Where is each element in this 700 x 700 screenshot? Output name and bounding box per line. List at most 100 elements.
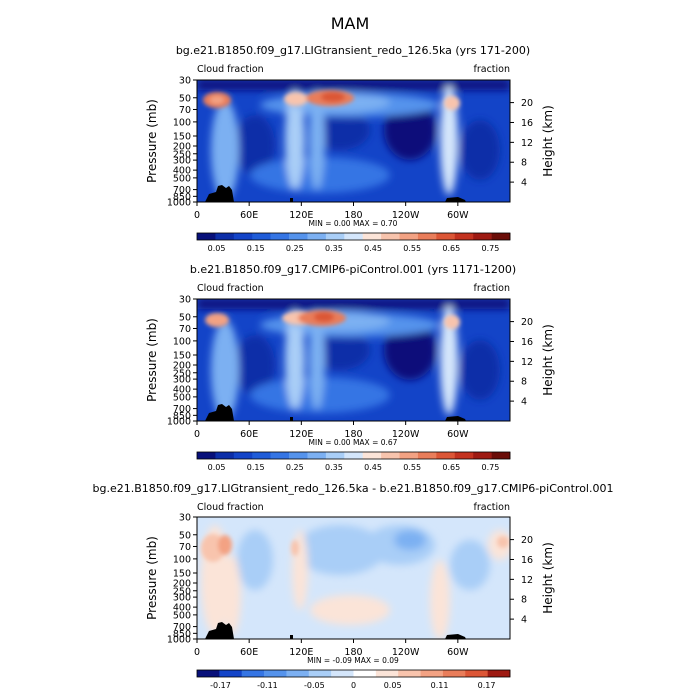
panel-3-left-label: Cloud fraction (197, 502, 264, 513)
y-right-tick-label: 4 (521, 615, 527, 626)
x-tick-label: 0 (194, 647, 200, 658)
colorbar-swatch (375, 670, 399, 677)
min-max-label: MIN = 0.00 MAX = 0.70 (309, 219, 398, 228)
y-right-tick-label: 8 (521, 595, 527, 606)
colorbar-swatch (325, 452, 345, 459)
y-right-axis-label: Height (km) (541, 542, 555, 613)
panel-1-colorbar: 0.05 0.15 0.25 0.35 0.45 0.55 0.65 0.75 (196, 232, 511, 253)
colorbar-label: 0.75 (482, 463, 500, 472)
colorbar-swatch (436, 233, 456, 240)
panel-3-title: bg.e21.B1850.f09_g17.LIGtransient_redo_1… (93, 482, 614, 495)
colorbar-swatch (417, 452, 437, 459)
panel-2-title: b.e21.B1850.f09_g17.CMIP6-piControl.001 … (190, 263, 516, 276)
colorbar-label: 0.17 (478, 681, 496, 690)
colorbar-swatch (399, 452, 419, 459)
figure-title: MAM (331, 14, 370, 33)
y-tick-label: 200 (173, 579, 191, 590)
colorbar-swatch (307, 452, 327, 459)
y-tick-label: 850 (173, 411, 191, 422)
colorbar-label: 0.45 (364, 244, 382, 253)
colorbar-swatch (491, 452, 511, 459)
x-tick-label: 60W (447, 429, 469, 440)
panel-1-field (197, 80, 510, 202)
colorbar-swatch (473, 452, 492, 459)
colorbar-label: 0.45 (364, 463, 382, 472)
y-tick-label: 50 (179, 93, 191, 104)
y-tick-label: 100 (173, 336, 191, 347)
x-tick-label: 120E (289, 647, 313, 658)
y-tick-label: 250 (173, 586, 191, 597)
colorbar-swatch (473, 233, 492, 240)
colorbar-swatch (454, 233, 474, 240)
colorbar-swatch (381, 452, 400, 459)
colorbar-swatch (286, 670, 310, 677)
colorbar-label: 0.11 (431, 681, 449, 690)
colorbar-label: 0.65 (442, 244, 460, 253)
axes-layer: 3050701001502002503004005007008501000201… (145, 76, 555, 691)
colorbar-swatch (362, 233, 382, 240)
colorbar-swatch (398, 670, 421, 677)
y-tick-label: 1000 (167, 417, 191, 428)
y-tick-label: 1000 (167, 635, 191, 646)
x-tick-label: 0 (194, 429, 200, 440)
y-tick-label: 250 (173, 368, 191, 379)
colorbar-label: 0.35 (325, 244, 343, 253)
colorbar-swatch (454, 452, 474, 459)
y-tick-label: 150 (173, 350, 191, 361)
colorbar-label: 0.35 (325, 463, 343, 472)
colorbar-swatch (307, 233, 327, 240)
colorbar-swatch (308, 670, 332, 677)
colorbar-swatch (241, 670, 265, 677)
panel-3: bg.e21.B1850.f09_g17.LIGtransient_redo_1… (93, 482, 614, 640)
panel-2-colorbar: 0.05 0.15 0.25 0.35 0.45 0.55 0.65 0.75 (196, 451, 511, 472)
colorbar-swatch (264, 670, 287, 677)
y-right-tick-label: 8 (521, 158, 527, 169)
colorbar-label: 0 (351, 681, 356, 690)
y-right-tick-label: 20 (521, 98, 533, 109)
colorbar-swatch (353, 670, 377, 677)
colorbar-swatch (420, 670, 444, 677)
x-tick-label: 60W (447, 210, 469, 221)
y-right-tick-label: 20 (521, 535, 533, 546)
colorbar-swatch (487, 670, 511, 677)
y-tick-label: 100 (173, 117, 191, 128)
y-tick-label: 850 (173, 629, 191, 640)
x-tick-label: 120W (392, 210, 420, 221)
colorbar-frame (196, 451, 511, 460)
colorbar-swatch (362, 452, 382, 459)
y-tick-label: 700 (173, 185, 191, 196)
colorbar-swatch (325, 233, 345, 240)
y-tick-label: 300 (173, 156, 191, 167)
colorbar-swatch (289, 233, 308, 240)
colorbar-label: 0.55 (403, 244, 421, 253)
colorbar-label: 0.05 (208, 463, 226, 472)
y-right-tick-label: 4 (521, 178, 527, 189)
y-right-tick-label: 12 (521, 575, 533, 586)
y-right-tick-label: 12 (521, 138, 533, 149)
x-tick-label: 60E (240, 210, 258, 221)
y-axis-label: Pressure (mb) (145, 318, 159, 402)
y-axis-label: Pressure (mb) (145, 536, 159, 620)
colorbar-label: 0.15 (247, 244, 265, 253)
panel-2-left-label: Cloud fraction (197, 283, 264, 294)
colorbar-swatch (399, 233, 419, 240)
colorbar-swatch (270, 233, 290, 240)
panel-2-right-label: fraction (474, 283, 511, 294)
y-right-tick-label: 16 (521, 337, 533, 348)
y-tick-label: 50 (179, 312, 191, 323)
colorbar-label: 0.25 (286, 463, 304, 472)
panel-1-left-label: Cloud fraction (197, 64, 264, 75)
y-right-tick-label: 4 (521, 397, 527, 408)
panel-3-right-label: fraction (474, 502, 511, 513)
panel-2: b.e21.B1850.f09_g17.CMIP6-piControl.001 … (190, 263, 516, 422)
x-tick-label: 120W (392, 647, 420, 658)
y-axis-label: Pressure (mb) (145, 99, 159, 183)
y-tick-label: 30 (179, 76, 191, 87)
y-tick-label: 400 (173, 385, 191, 396)
colorbar-frame (196, 669, 511, 678)
x-tick-label: 180 (344, 429, 362, 440)
y-right-axis-label: Height (km) (541, 324, 555, 395)
colorbar-swatch (197, 452, 216, 459)
y-tick-label: 300 (173, 375, 191, 386)
